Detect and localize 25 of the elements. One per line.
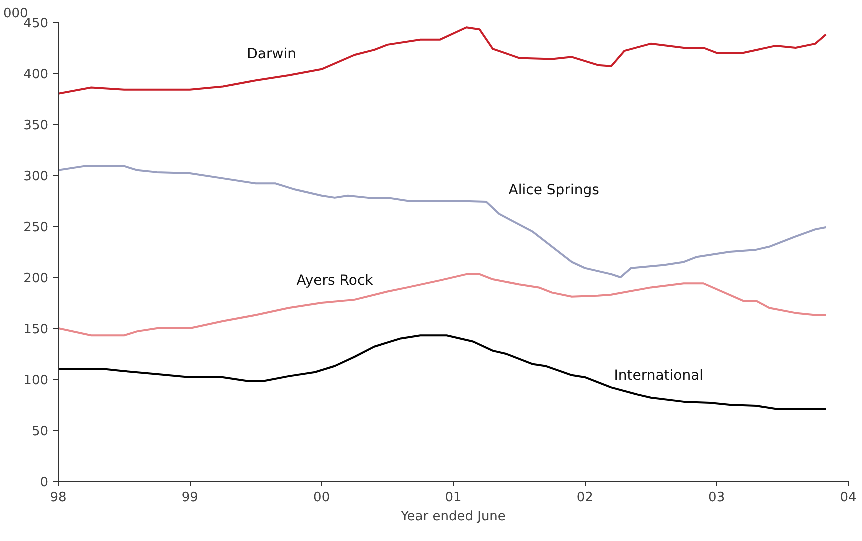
y-tick-label: 350 (24, 118, 49, 134)
line-series (58, 273, 828, 337)
y-tick-label: 250 (24, 220, 49, 236)
series-label: International (614, 368, 704, 384)
y-tick-label: 50 (32, 424, 49, 440)
x-tick-label: 01 (445, 490, 462, 506)
series-label: Alice Springs (508, 182, 600, 198)
x-axis-title: Year ended June (400, 510, 506, 524)
y-tick-label: 100 (24, 374, 49, 388)
y-tick-label: 400 (24, 68, 49, 82)
y-tick-label: 150 (24, 322, 49, 338)
x-tick-label: 03 (708, 490, 726, 506)
line-series (58, 26, 828, 95)
series-label: Darwin (247, 46, 296, 63)
y-tick-label: 300 (24, 170, 49, 184)
y-tick-label: 450 (24, 16, 49, 32)
x-tick-label: 99 (182, 490, 198, 506)
y-tick-label: 200 (24, 272, 49, 286)
x-tick-label: 04 (840, 490, 857, 506)
series-label: Ayers Rock (296, 273, 374, 289)
x-tick-label: 98 (50, 490, 67, 506)
line-series (58, 334, 828, 410)
x-tick-label: 02 (576, 490, 594, 506)
y-tick-label: 0 (40, 476, 49, 490)
x-tick-label: 00 (314, 490, 330, 506)
